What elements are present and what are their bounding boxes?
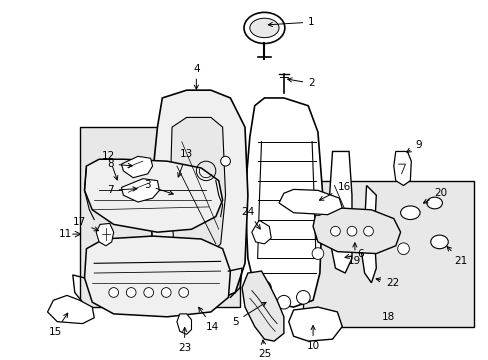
Polygon shape xyxy=(279,189,342,215)
Text: 9: 9 xyxy=(406,140,421,152)
Polygon shape xyxy=(96,224,113,246)
Circle shape xyxy=(397,243,408,255)
Ellipse shape xyxy=(430,235,447,249)
Circle shape xyxy=(143,288,153,297)
Polygon shape xyxy=(329,152,351,273)
Circle shape xyxy=(346,226,356,236)
Text: 15: 15 xyxy=(49,313,68,337)
Bar xyxy=(80,127,240,307)
Text: 14: 14 xyxy=(198,307,219,332)
Circle shape xyxy=(311,204,323,216)
Text: 12: 12 xyxy=(102,151,118,180)
Polygon shape xyxy=(84,159,222,232)
Polygon shape xyxy=(121,179,159,202)
Text: 25: 25 xyxy=(257,340,270,359)
Text: 22: 22 xyxy=(375,278,399,288)
Polygon shape xyxy=(170,117,225,258)
Circle shape xyxy=(257,281,271,294)
Text: 19: 19 xyxy=(347,243,361,266)
Text: 8: 8 xyxy=(107,159,132,169)
Text: 23: 23 xyxy=(178,328,191,353)
Text: 24: 24 xyxy=(241,207,260,229)
Text: 17: 17 xyxy=(73,217,98,231)
Polygon shape xyxy=(288,307,342,341)
Polygon shape xyxy=(361,185,376,283)
Circle shape xyxy=(363,226,373,236)
Circle shape xyxy=(179,288,188,297)
Circle shape xyxy=(296,291,309,304)
Text: 7: 7 xyxy=(107,185,137,195)
Polygon shape xyxy=(251,221,271,244)
Polygon shape xyxy=(177,314,191,334)
Text: 10: 10 xyxy=(306,325,319,351)
Polygon shape xyxy=(47,296,94,324)
Text: 5: 5 xyxy=(231,302,265,327)
Circle shape xyxy=(126,288,136,297)
Circle shape xyxy=(277,296,290,309)
Polygon shape xyxy=(150,90,247,302)
Text: 20: 20 xyxy=(423,188,447,203)
Polygon shape xyxy=(312,208,400,253)
Bar xyxy=(303,181,472,327)
Polygon shape xyxy=(84,236,230,317)
Text: 16: 16 xyxy=(319,183,350,200)
Text: 18: 18 xyxy=(381,312,394,322)
Circle shape xyxy=(311,248,323,260)
Circle shape xyxy=(161,288,171,297)
Text: 3: 3 xyxy=(144,180,173,195)
Ellipse shape xyxy=(400,206,419,220)
Polygon shape xyxy=(242,271,284,341)
Polygon shape xyxy=(121,156,152,178)
Text: 13: 13 xyxy=(177,149,193,177)
Circle shape xyxy=(109,288,118,297)
Polygon shape xyxy=(393,152,410,185)
Circle shape xyxy=(220,156,230,166)
Text: 11: 11 xyxy=(58,229,72,239)
Ellipse shape xyxy=(426,197,442,209)
Text: 4: 4 xyxy=(193,64,199,89)
Text: 1: 1 xyxy=(268,17,314,27)
Text: 2: 2 xyxy=(287,78,314,88)
Ellipse shape xyxy=(244,12,285,44)
Polygon shape xyxy=(244,98,322,307)
Text: 21: 21 xyxy=(446,247,467,266)
Text: 6: 6 xyxy=(345,249,363,258)
Circle shape xyxy=(330,226,340,236)
Ellipse shape xyxy=(249,18,279,38)
